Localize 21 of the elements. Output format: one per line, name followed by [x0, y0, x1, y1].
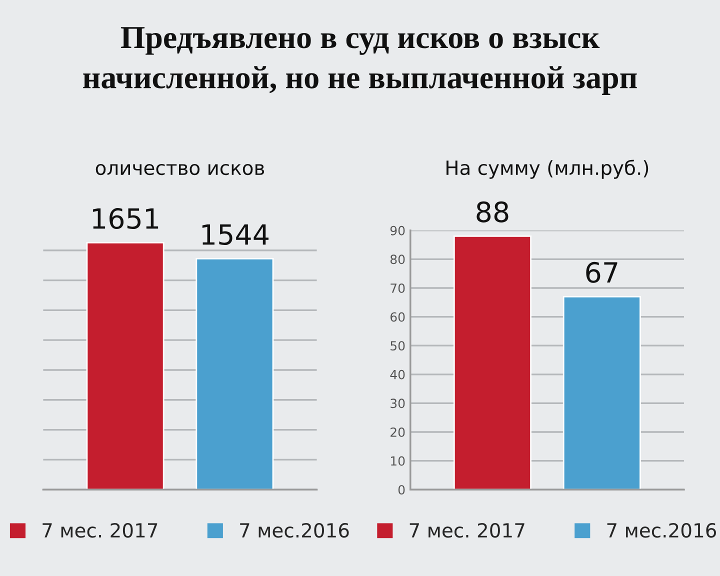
- y-tick-label: 60: [390, 312, 405, 322]
- legend-label: 7 мес. 2017: [42, 522, 158, 538]
- y-tick-label: 0: [398, 485, 405, 495]
- chart-title: На сумму (млн.руб.): [446, 160, 648, 179]
- chart-title: оличество исков: [96, 164, 264, 176]
- y-tick-label: 40: [390, 370, 405, 380]
- data-label: 88: [476, 201, 508, 222]
- y-tick-label: 20: [390, 427, 405, 437]
- y-tick-label: 50: [390, 341, 405, 351]
- legend-label: 7 мес.2016: [240, 522, 349, 538]
- y-tick-label: 90: [390, 226, 405, 236]
- y-tick-label: 70: [390, 283, 405, 293]
- text: Предъявлено в суд исков о взыск начисленной, но не выплаченной зарп: [83, 27, 637, 95]
- y-tick-label: 30: [390, 398, 405, 408]
- data-label: 67: [586, 262, 618, 283]
- data-label: 1651: [92, 208, 158, 230]
- legend-label: 7 мес.2016: [607, 522, 716, 538]
- series-label: 7 мес. 2017: [410, 522, 524, 538]
- y-tick-label: 10: [391, 456, 405, 466]
- y-tick-label: 80: [390, 254, 405, 264]
- data-label: 1544: [202, 224, 269, 246]
